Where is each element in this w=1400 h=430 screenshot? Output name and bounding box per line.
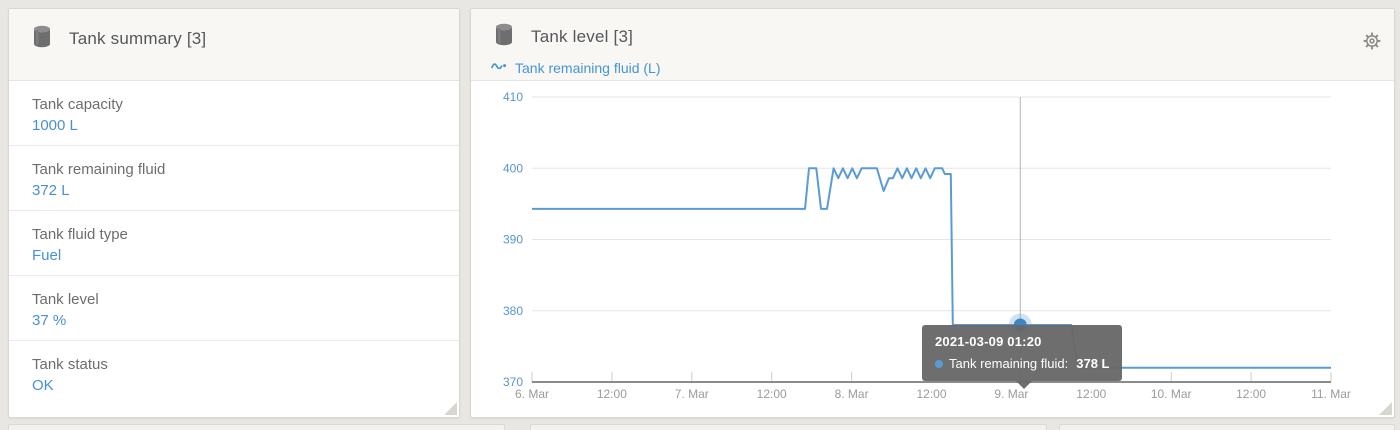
row-label: Tank remaining fluid [32,161,166,178]
row-value: OK [32,377,54,394]
panel-title: Tank level [3] [531,27,634,46]
svg-text:370: 370 [503,375,523,389]
summary-row-fluid-type: Tank fluid type Fuel [9,211,459,276]
svg-text:8. Mar: 8. Mar [835,387,869,401]
tank-level-chart[interactable]: 370 380 390 400 410 6. Mar 12:00 7. Mar 12:00 8. … [471,81,1394,418]
row-label: Tank fluid type [32,226,128,243]
gear-icon[interactable] [1363,32,1381,50]
summary-row-status: Tank status OK [9,341,459,406]
svg-text:12:00: 12:00 [916,387,946,401]
svg-text:12:00: 12:00 [1076,387,1106,401]
summary-row-remaining-fluid: Tank remaining fluid 372 L [9,146,459,211]
row-label: Tank capacity [32,96,123,113]
row-value: 1000 L [32,117,78,134]
svg-text:12:00: 12:00 [597,387,627,401]
row-value: 372 L [32,182,70,199]
tank-level-chart-area: 370 380 390 400 410 6. Mar 12:00 7. Mar 12:00 8. … [471,81,1394,418]
tank-icon [31,24,53,54]
legend-item-tank-remaining-fluid[interactable]: Tank remaining fluid (L) [471,52,1394,77]
next-row-widget-stub [530,424,1047,430]
panel-resize-handle[interactable] [1379,402,1392,415]
tank-icon [493,22,515,52]
svg-text:410: 410 [503,90,523,104]
tank-summary-panel: Tank summary [3] Tank capacity 1000 L Ta… [8,8,460,418]
svg-text:400: 400 [503,161,523,175]
next-row-widget-stub [1059,424,1395,430]
line-series-icon [491,59,508,77]
summary-row-capacity: Tank capacity 1000 L [9,81,459,146]
summary-row-level: Tank level 37 % [9,276,459,341]
legend-label: Tank remaining fluid (L) [515,60,661,76]
summary-rows: Tank capacity 1000 L Tank remaining flui… [9,81,459,406]
svg-text:390: 390 [503,233,523,247]
svg-text:9. Mar: 9. Mar [994,387,1028,401]
tank-summary-header: Tank summary [3] [9,9,459,81]
row-label: Tank level [32,291,99,308]
svg-text:7. Mar: 7. Mar [675,387,709,401]
svg-text:6. Mar: 6. Mar [515,387,549,401]
row-label: Tank status [32,356,108,373]
svg-text:12:00: 12:00 [1236,387,1266,401]
tank-level-header: Tank level [3] Tank remaining fluid (L) [471,9,1394,81]
row-value: 37 % [32,312,67,329]
svg-text:12:00: 12:00 [757,387,787,401]
row-value: Fuel [32,247,62,264]
svg-text:11. Mar: 11. Mar [1311,387,1351,401]
next-row-widget-stub [8,424,505,430]
svg-text:10. Mar: 10. Mar [1151,387,1192,401]
svg-text:380: 380 [503,304,523,318]
panel-resize-handle[interactable] [444,402,457,415]
tank-level-panel: Tank level [3] Tank remaining fluid (L) [470,8,1395,418]
panel-title: Tank summary [3] [69,29,207,48]
